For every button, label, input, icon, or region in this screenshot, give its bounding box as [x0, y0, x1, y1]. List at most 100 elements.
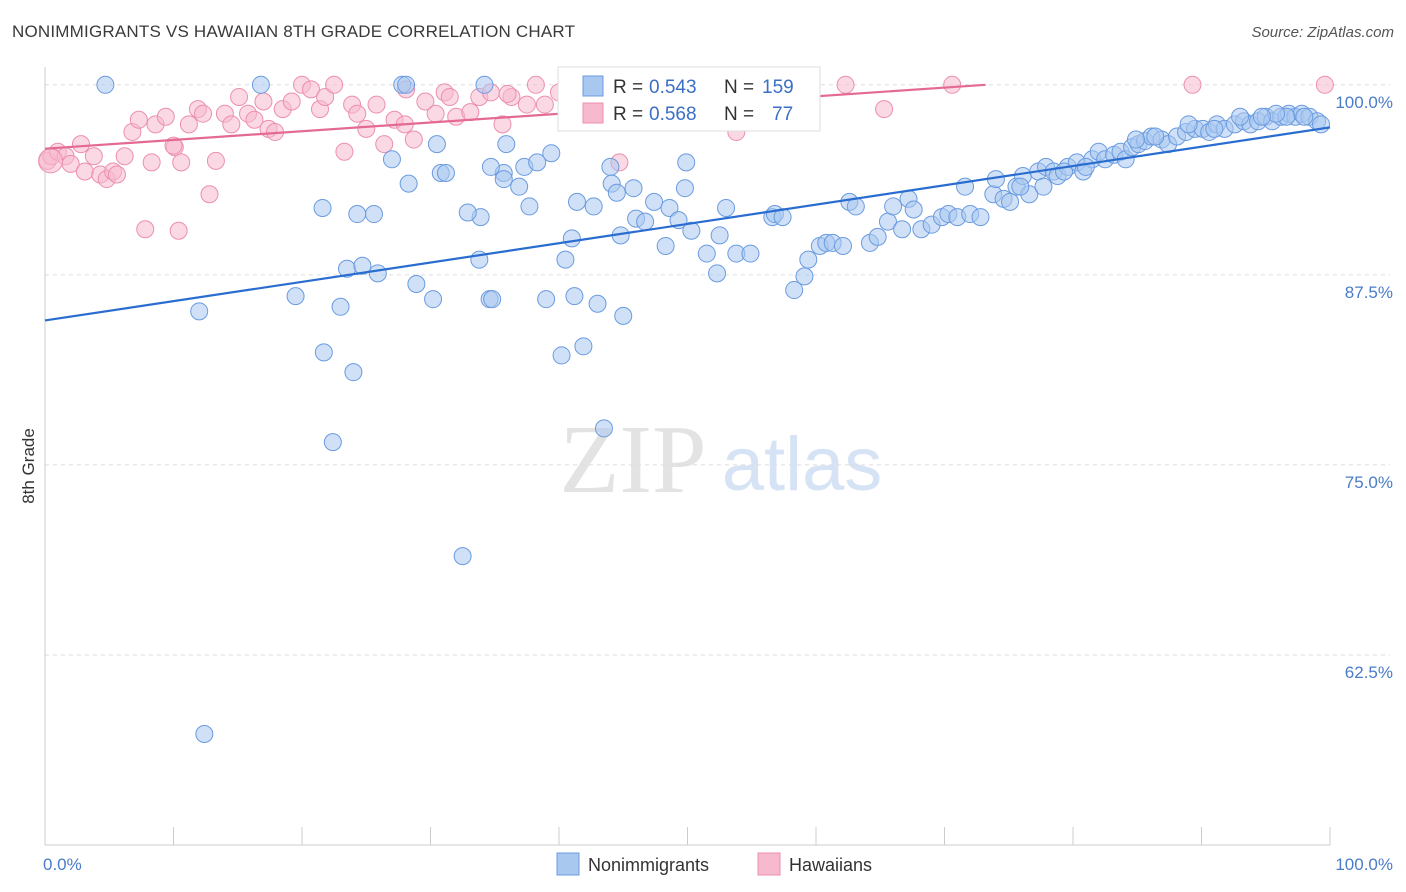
nonimmigrants-point-40 [574, 337, 593, 356]
hawaiians-point-59 [493, 115, 512, 134]
nonimmigrants-point-4 [475, 75, 494, 94]
nonimmigrants-point-80 [868, 227, 887, 246]
nonimmigrants-point-44 [562, 229, 581, 248]
hawaiians-point-7 [84, 147, 103, 166]
stats-swatch-nonimmigrants [582, 75, 604, 97]
y-tick-label-1: 75.0% [1345, 473, 1393, 492]
nonimmigrants-point-61 [697, 244, 716, 263]
nonimmigrants-point-20 [364, 205, 383, 224]
stats-r-label-hawaiians: R = [613, 104, 643, 125]
hawaiians-point-5 [71, 135, 90, 154]
hawaiians-point-15 [136, 220, 155, 239]
hawaiians-point-74 [836, 75, 855, 94]
nonimmigrants-point-83 [893, 220, 912, 239]
stats-r-value-nonimmigrants: 0.543 [649, 77, 697, 98]
hawaiians-point-18 [156, 107, 175, 126]
hawaiians-cluster-point [38, 148, 64, 174]
hawaiians-point-52 [426, 104, 445, 123]
nonimmigrants-point-82 [884, 197, 903, 216]
trend-lines [44, 83, 1331, 322]
hawaiians-point-77 [1183, 75, 1202, 94]
hawaiians-point-61 [517, 95, 536, 114]
nonimmigrants-point-0 [96, 75, 115, 94]
chart-title: NONIMMIGRANTS VS HAWAIIAN 8TH GRADE CORR… [12, 22, 576, 41]
stats-swatch-hawaiians [582, 102, 604, 124]
hawaiians-point-54 [440, 87, 459, 106]
tick-labels: 62.5% 75.0% 87.5% 100.0% 0.0% 100.0% [43, 93, 1393, 874]
y-tick-label-3: 100.0% [1335, 93, 1393, 112]
nonimmigrants-point-25 [407, 274, 426, 293]
nonimmigrants-point-93 [971, 208, 990, 227]
y-tick-label-0: 62.5% [1345, 663, 1393, 682]
source-credit: Source: ZipAtlas.com [1251, 24, 1394, 41]
hawaiians-point-32 [254, 92, 273, 111]
nonimmigrants-point-150 [1034, 177, 1053, 196]
hawaiians-point-47 [375, 135, 394, 154]
nonimmigrants-point-36 [494, 170, 513, 189]
hawaiians-point-25 [200, 185, 219, 204]
hawaiians-point-44 [348, 104, 367, 123]
stats-n-value-hawaiians: 77 [772, 104, 793, 125]
x-tick-label-0: 0.0% [43, 855, 82, 874]
hawaiians-point-28 [222, 115, 241, 134]
hawaiians-point-38 [301, 80, 320, 99]
legend-swatch-hawaiians [757, 852, 781, 876]
legend-swatch-nonimmigrants [556, 852, 580, 876]
nonimmigrants-point-142 [1252, 107, 1271, 126]
nonimmigrants-point-21 [348, 205, 367, 224]
nonimmigrants-point-143 [1231, 107, 1250, 126]
hawaiians-point-50 [404, 130, 423, 149]
nonimmigrants-point-45 [584, 197, 603, 216]
nonimmigrants-point-70 [785, 281, 804, 300]
nonimmigrants-point-34 [323, 433, 342, 452]
nonimmigrants-point-155 [594, 419, 613, 438]
nonimmigrants-point-139 [1295, 107, 1314, 126]
hawaiians-point-41 [325, 75, 344, 94]
hawaiians-point-21 [172, 153, 191, 172]
hawaiians-point-56 [461, 103, 480, 122]
nonimmigrants-point-1 [251, 75, 270, 94]
nonimmigrants-point-42 [565, 287, 584, 306]
nonimmigrants-point-146 [1146, 127, 1165, 146]
hawaiians-point-6 [75, 162, 94, 181]
watermark-atlas: atlas [722, 422, 883, 507]
nonimmigrants-point-154 [453, 547, 472, 566]
nonimmigrants-point-12 [436, 163, 455, 182]
hawaiians-point-75 [875, 100, 894, 119]
hawaiians-point-36 [282, 92, 301, 111]
nonimmigrants-point-76 [833, 236, 852, 255]
hawaiians-point-24 [194, 104, 213, 123]
hawaiians-point-51 [416, 92, 435, 111]
hawaiians-point-78 [1315, 75, 1334, 94]
nonimmigrants-point-43 [567, 192, 586, 211]
trend-line-nonimmigrants [44, 126, 1331, 322]
nonimmigrants-point-31 [314, 343, 333, 362]
x-tick-label-1: 100.0% [1335, 855, 1393, 874]
axes [44, 67, 1331, 846]
nonimmigrants-point-57 [660, 198, 679, 217]
legend-label-hawaiians: Hawaiians [789, 855, 872, 875]
nonimmigrants-point-55 [645, 192, 664, 211]
nonimmigrants-point-7 [313, 198, 332, 217]
stats-n-value-nonimmigrants: 159 [762, 77, 794, 98]
watermark-zip: ZIP [560, 406, 707, 514]
hawaiians-point-46 [367, 95, 386, 114]
nonimmigrants-point-9 [399, 174, 418, 193]
nonimmigrants-point-30 [483, 290, 502, 309]
hawaiians-point-45 [357, 119, 376, 138]
legend-label-nonimmigrants: Nonimmigrants [588, 855, 709, 875]
stats-n-label-hawaiians: N = [724, 104, 754, 125]
nonimmigrants-point-72 [799, 250, 818, 269]
hawaiians-point-31 [245, 110, 264, 129]
nonimmigrants-point-35 [481, 157, 500, 176]
nonimmigrants-point-37 [520, 197, 539, 216]
nonimmigrants-point-54 [636, 212, 655, 231]
nonimmigrants-point-47 [601, 157, 620, 176]
stats-r-value-hawaiians: 0.568 [649, 104, 697, 125]
y-tick-label-2: 87.5% [1345, 283, 1393, 302]
nonimmigrants-point-38 [537, 290, 556, 309]
nonimmigrants-point-39 [552, 346, 571, 365]
nonimmigrants-point-151 [1011, 177, 1030, 196]
nonimmigrants-point-8 [382, 150, 401, 169]
